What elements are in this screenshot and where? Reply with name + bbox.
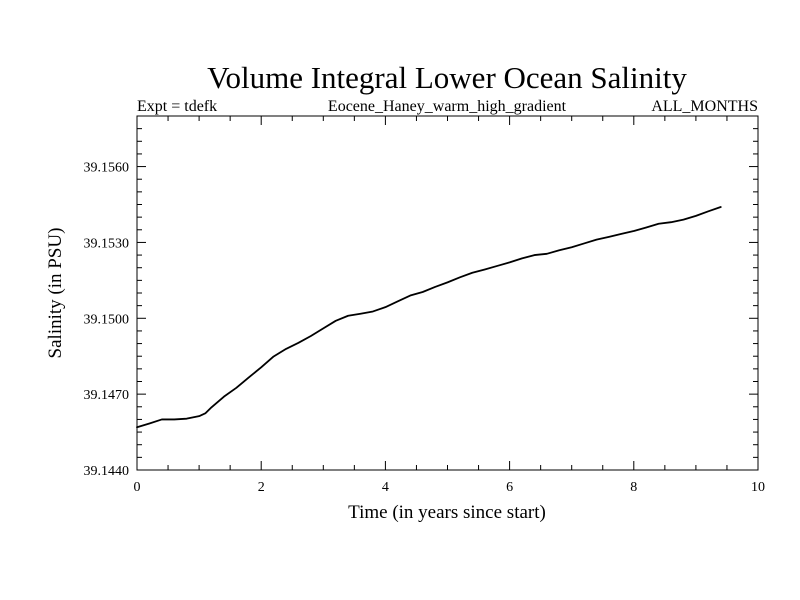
x-tick-label: 0 xyxy=(134,480,141,495)
subtitle-right: ALL_MONTHS xyxy=(651,98,758,115)
axis-ticks xyxy=(136,115,759,471)
subtitle-left: Expt = tdefk xyxy=(137,98,217,115)
plot-frame xyxy=(136,115,759,471)
x-tick-label: 4 xyxy=(382,480,389,495)
x-tick-label: 8 xyxy=(630,480,637,495)
x-tick-label: 10 xyxy=(751,480,765,495)
y-tick-label: 39.1500 xyxy=(84,312,130,327)
y-tick-label: 39.1440 xyxy=(84,464,130,479)
series-line xyxy=(136,206,722,429)
x-tick-label: 6 xyxy=(506,480,513,495)
subtitle-center: Eocene_Haney_warm_high_gradient xyxy=(328,98,567,115)
chart-title: Volume Integral Lower Ocean Salinity xyxy=(207,60,687,95)
x-tick-label: 2 xyxy=(258,480,265,495)
y-axis-label: Salinity (in PSU) xyxy=(45,228,66,359)
y-tick-label: 39.1530 xyxy=(84,236,130,251)
x-axis-label: Time (in years since start) xyxy=(348,502,546,523)
y-tick-label: 39.1470 xyxy=(84,388,130,403)
y-tick-label: 39.1560 xyxy=(84,161,130,176)
axis-tick-labels: 0 2 4 6 8 10 39.1440 39.1470 39.1500 39.1530 39.15… xyxy=(84,161,766,495)
